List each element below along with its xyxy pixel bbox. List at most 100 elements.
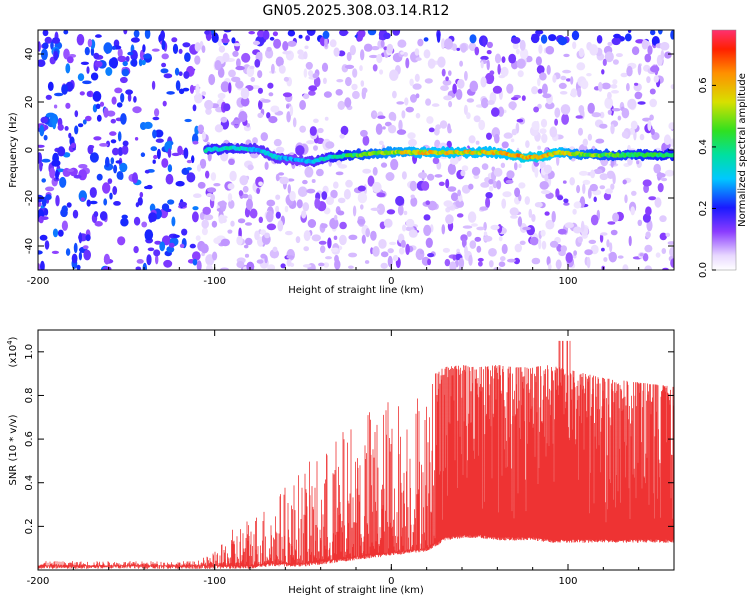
heatmap-cell xyxy=(214,59,222,71)
heatmap-cell xyxy=(306,140,315,145)
heatmap-cell xyxy=(396,101,405,105)
heatmap-cell xyxy=(392,30,401,36)
heatmap-cell xyxy=(383,218,393,228)
heatmap-cell xyxy=(165,173,174,185)
heatmap-cell xyxy=(538,44,543,54)
heatmap-cell xyxy=(412,83,422,90)
heatmap-cell xyxy=(235,65,245,71)
heatmap-cell xyxy=(53,50,59,61)
heatmap-cell xyxy=(626,83,630,92)
heatmap-cell xyxy=(257,112,264,119)
heatmap-cell xyxy=(398,119,403,131)
heatmap-cell xyxy=(282,92,293,98)
heatmap-cell xyxy=(471,166,481,176)
heatmap-cell xyxy=(243,244,249,249)
heatmap-cell xyxy=(257,70,263,79)
heatmap-cell xyxy=(386,43,394,54)
heatmap-cell xyxy=(103,253,110,265)
heatmap-cell xyxy=(565,252,573,264)
x-tick-label: -200 xyxy=(27,576,50,587)
heatmap-cell xyxy=(387,248,394,254)
heatmap-cell xyxy=(278,172,285,176)
heatmap-cell xyxy=(235,80,244,89)
heatmap-cell xyxy=(330,189,338,199)
heatmap-cell xyxy=(589,44,599,56)
heatmap-cell xyxy=(299,126,306,131)
heatmap-cell xyxy=(135,266,142,270)
heatmap-cell xyxy=(464,70,468,81)
heatmap-cell xyxy=(661,248,667,254)
heatmap-cell xyxy=(507,258,516,263)
heatmap-cell xyxy=(501,198,507,209)
heatmap-cell xyxy=(89,200,98,205)
heatmap-cell xyxy=(192,104,197,112)
heatmap-cell xyxy=(227,193,233,202)
heatmap-cell xyxy=(389,69,399,81)
heatmap-cell xyxy=(590,169,596,179)
heatmap-cell xyxy=(39,124,45,137)
heatmap-cell xyxy=(133,216,141,226)
heatmap-cell xyxy=(133,30,140,38)
heatmap-cell xyxy=(480,76,487,88)
heatmap-cell xyxy=(362,135,370,146)
heatmap-cell xyxy=(518,163,522,169)
heatmap-cell xyxy=(65,248,71,256)
heatmap-cell xyxy=(154,240,162,245)
heatmap-cell xyxy=(105,156,110,168)
heatmap-cell xyxy=(401,110,406,119)
heatmap-cell xyxy=(320,245,326,254)
heatmap-cell xyxy=(51,250,60,254)
heatmap-cell xyxy=(303,93,310,100)
heatmap-cell xyxy=(445,214,454,225)
heatmap-cell xyxy=(423,214,431,221)
heatmap-cell xyxy=(161,62,167,68)
heatmap-cell xyxy=(607,109,612,115)
heatmap-cell xyxy=(531,214,536,222)
heatmap-cell xyxy=(535,56,543,66)
heatmap-cell xyxy=(197,181,206,189)
heatmap-cell xyxy=(223,30,232,33)
heatmap-cell xyxy=(39,234,48,241)
heatmap-cell xyxy=(228,82,232,94)
heatmap-cell xyxy=(409,78,414,87)
heatmap-cell xyxy=(501,56,506,63)
heatmap-cell xyxy=(110,118,117,124)
heatmap-cell xyxy=(195,83,200,96)
heatmap-cell xyxy=(175,180,185,187)
heatmap-cell xyxy=(39,162,44,168)
heatmap-cell xyxy=(630,206,635,216)
heatmap-cell xyxy=(78,251,82,261)
heatmap-cell xyxy=(82,245,89,250)
heatmap-cell xyxy=(556,154,560,166)
heatmap-cell xyxy=(60,208,68,218)
heatmap-cell xyxy=(447,163,456,175)
heatmap-cell xyxy=(468,183,474,190)
heatmap-cell xyxy=(576,62,586,71)
heatmap-cell xyxy=(57,146,66,157)
heatmap-cell xyxy=(213,237,222,244)
heatmap-cell xyxy=(194,55,201,65)
heatmap-cell xyxy=(93,136,102,141)
heatmap-cell xyxy=(455,199,464,208)
heatmap-cell xyxy=(586,73,592,77)
heatmap-cell xyxy=(90,72,99,81)
heatmap-cell xyxy=(44,36,52,44)
heatmap-cell xyxy=(669,246,674,258)
heatmap-cell xyxy=(123,30,128,35)
heatmap-cell xyxy=(70,142,76,148)
heatmap-cell xyxy=(442,247,450,253)
heatmap-cell xyxy=(304,166,314,178)
x-tick-label: -100 xyxy=(203,576,226,587)
heatmap-cell xyxy=(458,265,463,270)
colorbar: 0.0 0.2 0.4 0.6 Normalized spectral amplitu… xyxy=(698,29,748,278)
heatmap-cell xyxy=(610,183,615,190)
heatmap-cell xyxy=(119,162,128,173)
heatmap-cell xyxy=(436,31,441,43)
heatmap-cell xyxy=(434,174,443,178)
heatmap-cell xyxy=(589,183,598,192)
heatmap-cell xyxy=(42,42,49,50)
heatmap-cell xyxy=(628,235,632,247)
heatmap-cell xyxy=(670,84,674,90)
heatmap-cell xyxy=(631,46,640,56)
heatmap-cell xyxy=(323,207,331,215)
